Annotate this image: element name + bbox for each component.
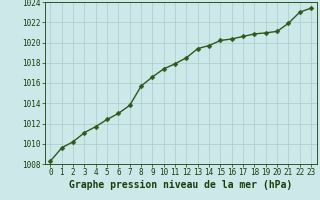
- X-axis label: Graphe pression niveau de la mer (hPa): Graphe pression niveau de la mer (hPa): [69, 180, 292, 190]
